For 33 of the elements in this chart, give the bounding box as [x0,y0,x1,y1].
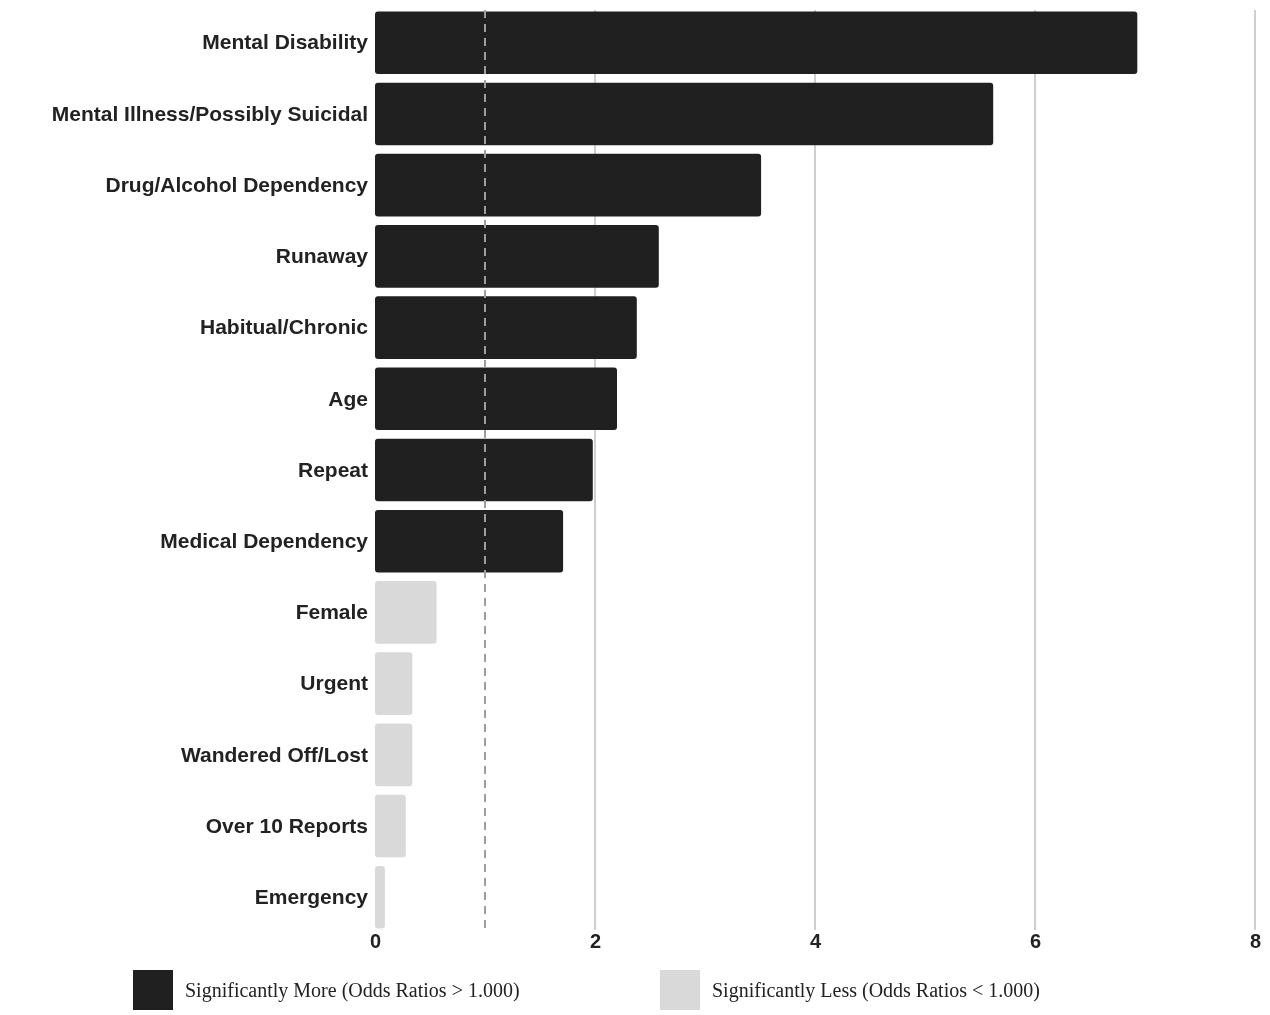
bar [375,652,413,715]
bar [375,794,406,858]
y-tick-label: Female [295,600,368,624]
bar [375,509,564,573]
bar [375,723,413,787]
x-tick-label: 0 [369,930,382,953]
y-tick-label: Age [328,386,368,410]
y-tick-label: Wandered Off/Lost [180,742,368,766]
x-tick-label: 2 [589,930,602,953]
y-tick-label: Mental Illness/Possibly Suicidal [51,101,368,125]
y-tick-label: Repeat [297,457,368,481]
legend-label: Significantly More (Odds Ratios > 1.000) [185,979,520,1002]
bar [375,11,1138,75]
x-tick-label: 8 [1249,930,1262,953]
x-tick-label: 4 [809,930,822,953]
y-tick-label: Runaway [275,244,369,268]
y-tick-label: Mental Disability [202,30,369,54]
bar [375,438,593,502]
bar [375,296,637,359]
bar [375,225,659,288]
x-tick-label: 6 [1029,930,1042,953]
bar [375,865,385,929]
y-tick-label: Medical Dependency [160,528,369,552]
y-tick-label: Over 10 Reports [205,813,368,837]
bar [375,581,437,644]
y-tick-label: Drug/Alcohol Dependency [105,172,369,196]
y-tick-label: Urgent [300,671,368,695]
bar [375,153,762,217]
legend-label: Significantly Less (Odds Ratios < 1.000) [712,979,1040,1002]
y-tick-label: Emergency [254,884,369,908]
y-tick-label: Habitual/Chronic [199,315,369,339]
bar [375,367,617,431]
bar [375,82,994,146]
